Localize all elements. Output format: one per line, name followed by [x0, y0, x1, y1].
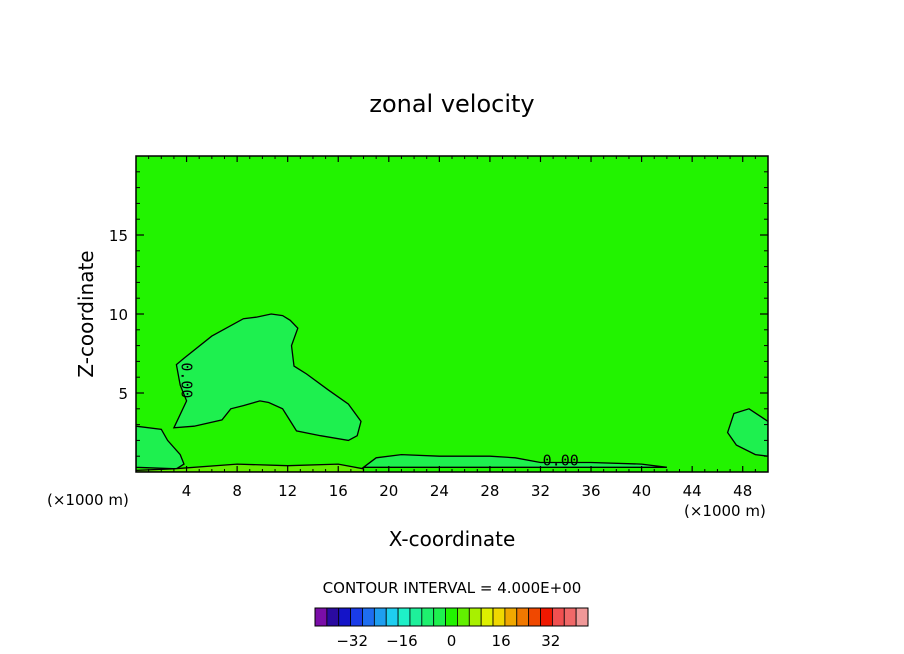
colorbar-swatch: [468, 607, 482, 627]
colorbar-swatch: [362, 607, 375, 627]
contour-region-weak-negative-surface: [361, 453, 667, 468]
x-axis-label: X-coordinate: [389, 527, 516, 551]
x-unit-label-right: (×1000 m): [684, 502, 766, 520]
x-tick-label: 16: [329, 482, 348, 500]
colorbar-swatch: [480, 607, 494, 627]
colorbar-swatch: [457, 607, 470, 627]
x-tick-label: 28: [480, 482, 499, 500]
colorbar-swatch: [516, 607, 530, 627]
colorbar-tick-label: 0: [447, 632, 457, 650]
x-tick-label: 8: [232, 482, 242, 500]
colorbar-swatch: [492, 607, 506, 627]
colorbar-swatch: [575, 607, 589, 627]
colorbar-swatch: [551, 607, 565, 627]
colorbar-swatch: [445, 607, 458, 627]
contour-regions: [136, 313, 768, 472]
colorbar-tick-label: 32: [541, 632, 560, 650]
contour-value-label: 0.00: [178, 362, 196, 398]
colorbar-swatch: [385, 607, 399, 627]
colorbar: [314, 607, 589, 627]
plot-background: [136, 156, 768, 472]
y-tick-label: 5: [118, 385, 128, 403]
contour-region-weak-positive-surface-band: [136, 463, 365, 472]
colorbar-swatch: [314, 607, 328, 627]
x-tick-label: 36: [581, 482, 600, 500]
chart-title: zonal velocity: [369, 90, 534, 118]
colorbar-swatch: [563, 607, 577, 627]
x-tick-label: 40: [632, 482, 651, 500]
y-tick-label: 15: [109, 227, 128, 245]
colorbar-swatch: [528, 607, 541, 627]
contour-region-weak-negative-upper-left: [136, 425, 185, 470]
x-tick-label: 12: [278, 482, 297, 500]
colorbar-tick-label: 16: [492, 632, 511, 650]
colorbar-swatch: [409, 607, 423, 627]
colorbar-tick-labels: −32 −16 0 16 32: [336, 632, 560, 650]
colorbar-swatch: [326, 607, 340, 627]
y-tick-label: 10: [109, 306, 128, 324]
colorbar-swatch: [350, 607, 363, 627]
x-tick-label: 48: [733, 482, 752, 500]
colorbar-swatch: [421, 607, 435, 627]
contour-value-label: 0.00: [543, 452, 579, 470]
x-tick-label: 4: [182, 482, 192, 500]
x-tick-label: 20: [379, 482, 398, 500]
contour-interval-label: CONTOUR INTERVAL = 4.000E+00: [323, 579, 582, 597]
contour-labels: 0.00 0.00: [178, 362, 579, 469]
colorbar-swatch: [338, 607, 352, 627]
y-axis-ticks: 5 10 15: [109, 171, 768, 457]
colorbar-swatch: [504, 607, 518, 627]
y-axis-label: Z-coordinate: [74, 250, 98, 377]
contour-region-weak-negative-plume: [172, 313, 362, 442]
x-axis-ticks: 4 8 12 16 20 24 28 32 36 40 44 48: [148, 156, 756, 500]
x-tick-label: 32: [531, 482, 550, 500]
colorbar-swatch: [540, 607, 553, 627]
colorbar-frame: [314, 607, 589, 627]
colorbar-swatch: [433, 607, 446, 627]
colorbar-tick-label: −16: [386, 632, 418, 650]
x-unit-label-left: (×1000 m): [47, 491, 129, 509]
x-tick-label: 44: [683, 482, 702, 500]
colorbar-tick-label: −32: [336, 632, 368, 650]
x-tick-label: 24: [430, 482, 449, 500]
colorbar-swatch: [397, 607, 411, 627]
colorbar-swatch: [373, 607, 387, 627]
